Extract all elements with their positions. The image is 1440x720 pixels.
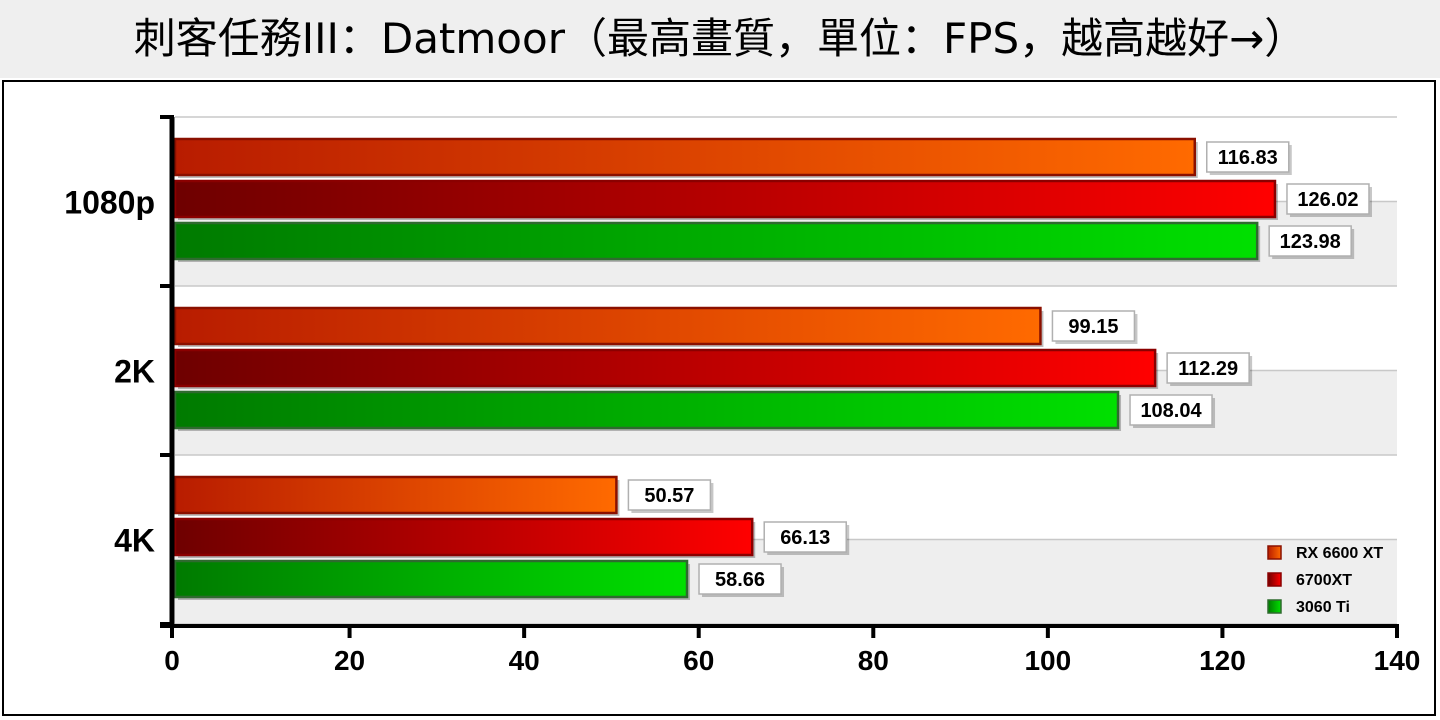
data-label-box	[627, 479, 712, 511]
legend-label: 6700XT	[1296, 572, 1352, 589]
bar	[173, 179, 1277, 219]
x-tick-label: 0	[164, 645, 180, 676]
bar	[173, 306, 1042, 346]
legend-label: RX 6600 XT	[1296, 545, 1383, 562]
bar	[173, 137, 1197, 177]
bar	[173, 221, 1259, 261]
legend-swatch	[1267, 572, 1282, 587]
bar	[173, 390, 1120, 430]
data-label-box	[1286, 183, 1370, 215]
bar	[173, 475, 618, 515]
data-label: 50.57	[644, 485, 694, 507]
category-label: 4K	[114, 523, 155, 559]
legend-label: 3060 Ti	[1296, 599, 1350, 616]
x-tick-label: 40	[509, 645, 540, 676]
data-label-box	[1206, 141, 1290, 173]
category-label: 2K	[114, 354, 155, 390]
chart-title: 刺客任務III：Datmoor（最高畫質，單位：FPS，越高越好→）	[133, 14, 1307, 63]
data-label: 126.02	[1297, 189, 1358, 211]
bar	[173, 559, 689, 599]
data-label-box	[1129, 394, 1213, 426]
data-label-box	[698, 563, 782, 595]
legend-swatch	[1267, 545, 1282, 560]
legend-swatch	[1267, 599, 1282, 614]
data-label-box	[1268, 225, 1352, 257]
data-label: 58.66	[715, 569, 765, 591]
data-label: 66.13	[780, 527, 830, 549]
x-tick-label: 20	[334, 645, 365, 676]
data-label-box	[763, 521, 847, 553]
data-label: 112.29	[1178, 358, 1238, 380]
data-label: 116.83	[1218, 147, 1278, 169]
bar	[173, 348, 1157, 388]
x-tick-label: 60	[683, 645, 714, 676]
title-bar	[0, 0, 1440, 78]
data-label-box	[1051, 310, 1136, 342]
bar	[173, 517, 754, 557]
category-label: 1080p	[64, 185, 155, 221]
data-label: 108.04	[1140, 400, 1202, 422]
x-tick-label: 140	[1374, 645, 1421, 676]
x-tick-label: 100	[1024, 645, 1071, 676]
x-tick-label: 120	[1199, 645, 1246, 676]
data-label-box	[1166, 352, 1250, 384]
data-label: 123.98	[1280, 231, 1341, 253]
x-tick-label: 80	[858, 645, 889, 676]
data-label: 99.15	[1068, 316, 1118, 338]
